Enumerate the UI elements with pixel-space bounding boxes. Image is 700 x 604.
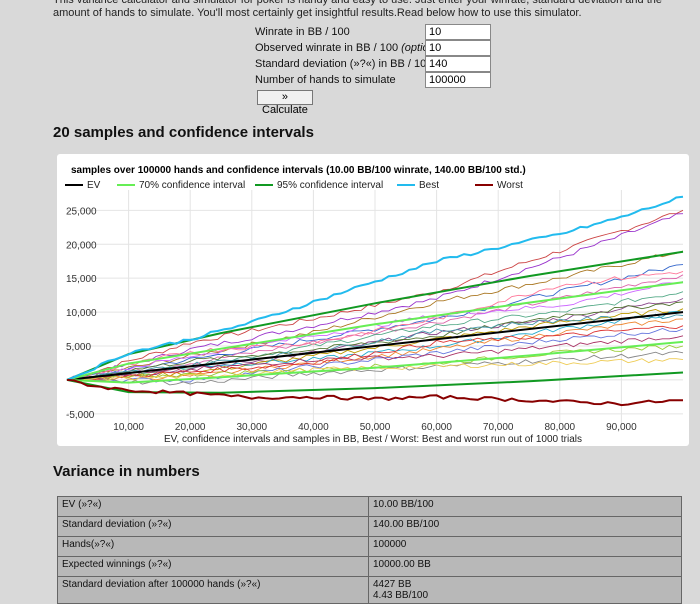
sample-line	[66, 313, 684, 381]
stat-value: 4427 BB 4.43 BB/100	[368, 576, 682, 604]
table-row: Standard deviation after 100000 hands (»…	[57, 576, 682, 604]
series-line-best	[66, 195, 684, 381]
x-tick-label: 30,000	[237, 422, 268, 433]
main-lines	[66, 195, 684, 407]
series-line-worst	[66, 378, 684, 407]
sample-line	[66, 209, 684, 381]
sample-line	[66, 264, 684, 381]
sample-lines	[66, 209, 684, 386]
y-axis: -5,000 5,000 10,000 15,000 20,000 25,000	[66, 206, 97, 420]
stat-value: 10.00 BB/100	[368, 496, 682, 517]
stddev-label: Standard deviation (»?«) in BB / 100	[255, 58, 433, 70]
calculate-button[interactable]: » Calculate	[257, 90, 313, 116]
stat-label: Standard deviation (»?«)	[57, 516, 369, 537]
table-row: EV (»?«) 10.00 BB/100	[57, 496, 682, 517]
chart-svg: samples over 100000 hands and confidence…	[65, 165, 684, 445]
sample-line	[66, 213, 684, 381]
stat-label: EV (»?«)	[57, 496, 369, 517]
variance-table: EV (»?«) 10.00 BB/100 Standard deviation…	[57, 496, 682, 604]
series-line-ev	[66, 311, 684, 381]
legend-label: 95% confidence interval	[277, 180, 383, 191]
hands-input[interactable]	[425, 72, 491, 88]
table-row: Hands(»?«) 100000	[57, 536, 682, 557]
observed-winrate-input[interactable]	[425, 40, 491, 56]
stat-label: Standard deviation after 100000 hands (»…	[57, 576, 369, 604]
x-tick-label: 50,000	[360, 422, 391, 433]
section-title-variance: Variance in numbers	[53, 463, 200, 480]
y-tick-label: 5,000	[66, 342, 91, 353]
table-row: Expected winnings (»?«) 10000.00 BB	[57, 556, 682, 577]
legend-label: 70% confidence interval	[139, 180, 245, 191]
legend-label: Worst	[497, 180, 523, 191]
x-tick-label: 10,000	[113, 422, 144, 433]
sample-line	[66, 325, 684, 382]
y-tick-label: 20,000	[66, 240, 97, 251]
section-title-samples: 20 samples and confidence intervals	[53, 124, 314, 141]
sample-line	[66, 301, 684, 381]
stat-label: Expected winnings (»?«)	[57, 556, 369, 577]
x-tick-label: 80,000	[545, 422, 576, 433]
hands-label: Number of hands to simulate	[255, 74, 396, 86]
stat-value: 10000.00 BB	[368, 556, 682, 577]
intro-text: This variance calculator and simulator f…	[53, 0, 663, 19]
x-axis-label: EV, confidence intervals and samples in …	[164, 434, 582, 445]
chart-legend: EV 70% confidence interval 95% confidence …	[65, 180, 523, 191]
winrate-input[interactable]	[425, 24, 491, 40]
series-line-70-confidence-interval	[66, 281, 684, 381]
chart-container: samples over 100000 hands and confidence…	[57, 154, 689, 446]
sample-line	[66, 350, 684, 386]
legend-label: Best	[419, 180, 439, 191]
series-line-95-confidence-interval	[66, 371, 684, 394]
sample-line	[66, 344, 684, 381]
x-tick-label: 90,000	[606, 422, 637, 433]
y-tick-label: 15,000	[66, 274, 97, 285]
table-row: Standard deviation (»?«) 140.00 BB/100	[57, 516, 682, 537]
x-axis: 10,000 20,000 30,000 40,000 50,000 60,000 70,0…	[113, 422, 637, 433]
x-tick-label: 40,000	[298, 422, 329, 433]
x-tick-label: 70,000	[483, 422, 514, 433]
x-tick-label: 20,000	[175, 422, 206, 433]
stat-label: Hands(»?«)	[57, 536, 369, 557]
stddev-input[interactable]	[425, 56, 491, 72]
y-tick-label: 10,000	[66, 308, 97, 319]
sample-line	[66, 270, 684, 381]
y-tick-label: 25,000	[66, 206, 97, 217]
stat-value: 140.00 BB/100	[368, 516, 682, 537]
winrate-label: Winrate in BB / 100	[255, 26, 350, 38]
legend-label: EV	[87, 180, 101, 191]
sample-line	[66, 328, 684, 383]
observed-label: Observed winrate in BB / 100 (optional)	[255, 42, 447, 54]
chart-title: samples over 100000 hands and confidence…	[71, 165, 526, 176]
y-tick-label: -5,000	[66, 410, 95, 421]
x-tick-label: 60,000	[421, 422, 452, 433]
series-line-70-confidence-interval	[66, 340, 684, 384]
stat-value: 100000	[368, 536, 682, 557]
